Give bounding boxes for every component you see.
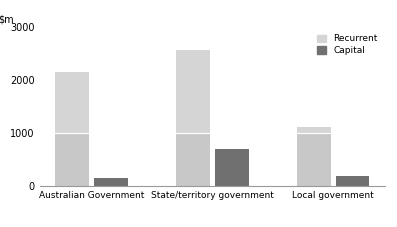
- Bar: [176, 133, 210, 186]
- Bar: [215, 149, 249, 186]
- Text: $m: $m: [0, 14, 14, 24]
- Bar: [297, 133, 331, 186]
- Bar: [56, 72, 89, 133]
- Bar: [176, 50, 210, 133]
- Bar: [297, 127, 331, 133]
- Bar: [56, 133, 89, 186]
- Legend: Recurrent, Capital: Recurrent, Capital: [314, 32, 381, 58]
- Bar: [335, 175, 369, 186]
- Bar: [94, 178, 128, 186]
